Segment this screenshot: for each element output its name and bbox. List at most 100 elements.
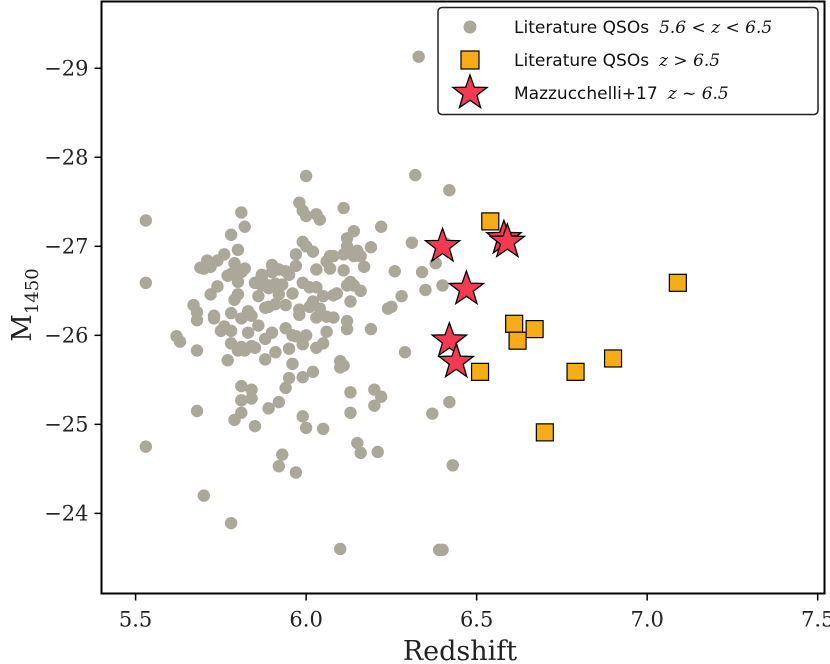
literature-qso-point (351, 436, 364, 450)
literature-qso-point (364, 322, 378, 336)
literature-qso-point (231, 275, 245, 289)
literature-qso-point (228, 257, 241, 270)
literature-qso-point (258, 353, 272, 366)
literature-qso-point (344, 406, 357, 419)
x-axis-label: Redshift (403, 636, 517, 664)
literature-qso-point (272, 459, 286, 473)
literature-qso-point (374, 220, 388, 233)
literature-qso-point (289, 248, 303, 261)
literature-qso-point (265, 326, 279, 339)
literature-high-z-qso-point (603, 349, 623, 368)
literature-high-z-qso-point (535, 423, 554, 442)
literature-qso-point (443, 184, 456, 197)
literature-qso-point (139, 214, 153, 227)
literature-qso-point (306, 365, 320, 379)
y-axis-label-subscript: 1450 (22, 268, 43, 314)
literature-qso-point (224, 306, 238, 320)
literature-qso-point (313, 213, 326, 226)
literature-qso-point (436, 279, 449, 292)
literature-qso-point (354, 446, 367, 460)
literature-high-z-qso-point (505, 314, 524, 333)
literature-qso-point (357, 260, 371, 273)
literature-qso-point (289, 466, 303, 479)
literature-qso-point (252, 319, 265, 332)
literature-qso-point (190, 305, 204, 319)
y-tick-label: −24 (44, 501, 88, 525)
literature-qso-point (190, 404, 204, 418)
literature-qso-point (327, 249, 340, 263)
legend-label-mazzucchelli-range: z ~ 6.5 (667, 84, 729, 104)
literature-qso-point (446, 459, 459, 472)
literature-qso-point (299, 169, 313, 183)
legend-label-literature-high: Literature QSOs z > 6.5 (514, 51, 720, 71)
literature-qso-point (197, 489, 211, 502)
literature-qso-point (190, 344, 204, 357)
literature-qso-point (344, 295, 357, 308)
series-2 (423, 218, 527, 379)
literature-qso-point (371, 445, 384, 459)
x-tick-label: 7.5 (801, 608, 830, 632)
y-tick-label: −29 (44, 56, 88, 80)
literature-qso-point (245, 392, 258, 405)
mazzucchelli-qso-point (447, 269, 486, 306)
literature-qso-point (340, 240, 354, 253)
literature-qso-point (330, 287, 344, 300)
literature-high-z-qso-point (481, 212, 500, 231)
legend: Literature QSOs 5.6 < z < 6.5 Literature … (437, 6, 819, 116)
literature-qso-point (299, 421, 313, 435)
x-tick-label: 5.5 (119, 608, 152, 632)
literature-qso-point (344, 386, 357, 399)
x-tick-label: 6.5 (460, 608, 493, 632)
literature-qso-point (262, 402, 275, 415)
literature-qso-point (279, 298, 292, 312)
series-1 (470, 212, 687, 442)
literature-qso-point (224, 516, 238, 530)
legend-frame (437, 6, 819, 116)
literature-qso-point (218, 248, 231, 261)
literature-high-z-qso-point (470, 362, 490, 381)
literature-qso-point (207, 312, 221, 325)
literature-qso-point (337, 201, 350, 215)
literature-qso-point (248, 341, 262, 354)
literature-qso-point (139, 276, 153, 290)
legend-marker-mazzucchelli-star (451, 73, 489, 110)
y-axis-label: M1450 (7, 268, 43, 341)
y-tick-label: −27 (44, 234, 88, 258)
legend-label-literature-high-name: Literature QSOs (514, 51, 649, 71)
mazzucchelli-qso-point (423, 226, 462, 263)
literature-qso-point (276, 448, 289, 461)
literature-qso-point (282, 371, 296, 385)
y-tick-label: −25 (44, 412, 88, 436)
literature-qso-point (368, 399, 381, 412)
literature-qso-point (279, 381, 292, 395)
literature-qso-point (211, 280, 224, 293)
x-tick-label: 6.0 (289, 608, 322, 632)
literature-qso-point (235, 206, 248, 219)
literature-qso-point (235, 394, 248, 407)
literature-qso-point (374, 390, 388, 403)
mazzucchelli-qso-point (437, 342, 476, 379)
literature-qso-point (224, 324, 238, 338)
literature-qso-point (316, 289, 330, 303)
literature-qso-point (323, 262, 337, 275)
literature-qso-point (221, 354, 234, 367)
literature-qso-point (241, 326, 255, 339)
literature-qso-point (354, 284, 367, 298)
literature-qso-point (272, 395, 286, 409)
x-tick-label: 7.0 (630, 608, 663, 632)
literature-qso-point (296, 410, 309, 423)
literature-qso-point (231, 243, 245, 257)
literature-high-z-qso-point (525, 320, 544, 339)
literature-qso-point (269, 297, 282, 311)
literature-qso-point (347, 224, 361, 238)
literature-high-z-qso-point (668, 273, 687, 292)
literature-qso-point (289, 259, 303, 273)
literature-qso-point (364, 241, 378, 254)
data-points (139, 50, 687, 557)
literature-high-z-qso-point (566, 362, 585, 381)
literature-qso-point (412, 50, 425, 63)
literature-qso-point (310, 281, 323, 294)
plot-frame (100, 0, 826, 595)
legend-label-mazzucchelli-name: Mazzucchelli+17 (514, 84, 658, 104)
literature-qso-point (286, 287, 299, 300)
